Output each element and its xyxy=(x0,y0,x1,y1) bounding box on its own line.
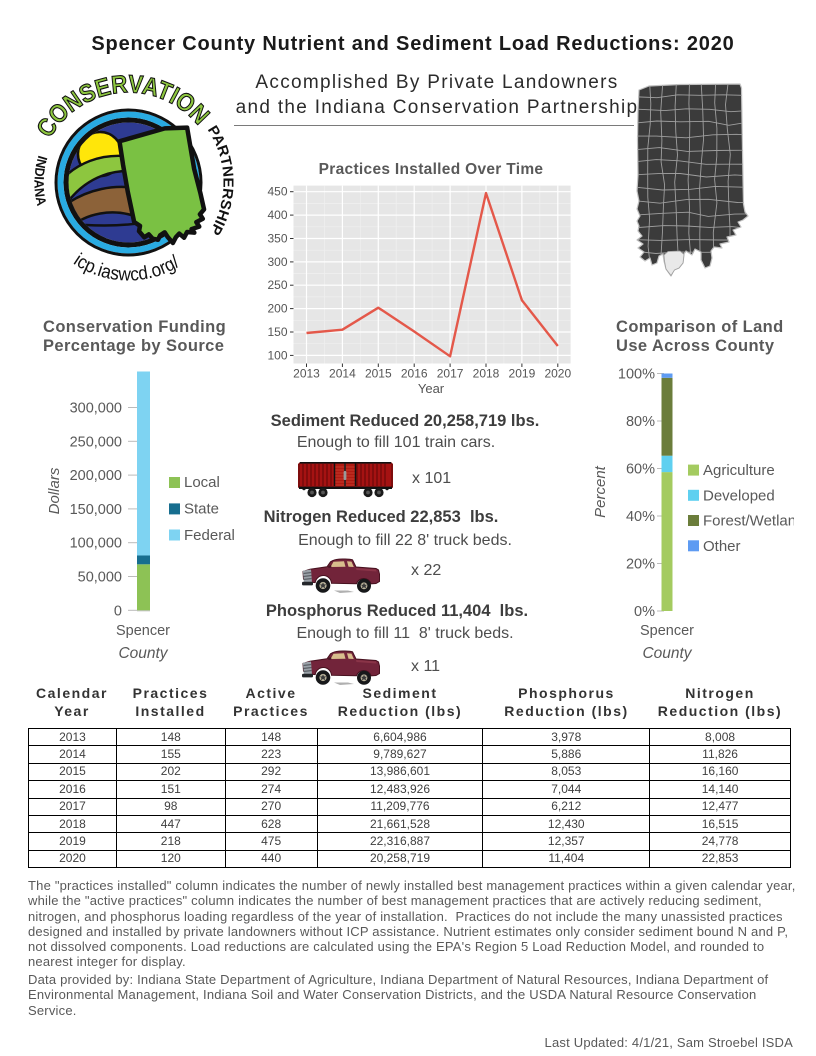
svg-text:Dollars: Dollars xyxy=(46,467,63,514)
svg-text:Local: Local xyxy=(184,474,220,491)
svg-text:Percent: Percent xyxy=(592,465,609,518)
svg-text:Spencer: Spencer xyxy=(640,623,694,639)
svg-text:40%: 40% xyxy=(626,509,655,525)
svg-text:Developed: Developed xyxy=(703,487,775,504)
svg-text:50,000: 50,000 xyxy=(78,570,122,586)
svg-text:Forest/Wetland: Forest/Wetland xyxy=(703,513,794,530)
svg-text:State: State xyxy=(184,501,219,518)
svg-text:Use Across County: Use Across County xyxy=(616,337,775,355)
svg-text:20%: 20% xyxy=(626,557,655,573)
svg-text:Practices Installed Over Time: Practices Installed Over Time xyxy=(319,161,544,178)
svg-text:350: 350 xyxy=(267,232,287,246)
svg-text:Year: Year xyxy=(418,381,445,396)
svg-text:100%: 100% xyxy=(618,367,655,383)
svg-text:Spencer: Spencer xyxy=(116,623,170,639)
svg-text:300: 300 xyxy=(267,255,287,269)
svg-text:County: County xyxy=(642,645,692,662)
svg-text:200,000: 200,000 xyxy=(70,468,122,484)
svg-text:100,000: 100,000 xyxy=(70,536,122,552)
svg-text:150,000: 150,000 xyxy=(70,502,122,518)
svg-text:0%: 0% xyxy=(634,604,655,620)
svg-text:2019: 2019 xyxy=(509,367,536,381)
svg-text:Conservation Funding: Conservation Funding xyxy=(43,318,226,336)
svg-text:INDIANA: INDIANA xyxy=(31,154,50,207)
svg-text:80%: 80% xyxy=(626,414,655,430)
svg-text:Federal: Federal xyxy=(184,527,235,544)
svg-text:PARTNERSHIP: PARTNERSHIP xyxy=(204,123,236,238)
svg-text:2015: 2015 xyxy=(365,367,392,381)
svg-text:2017: 2017 xyxy=(437,367,464,381)
svg-text:Comparison of Land: Comparison of Land xyxy=(616,318,784,336)
svg-text:250: 250 xyxy=(267,278,287,292)
svg-text:60%: 60% xyxy=(626,462,655,478)
svg-text:2020: 2020 xyxy=(544,367,571,381)
svg-text:200: 200 xyxy=(267,302,287,316)
svg-text:0: 0 xyxy=(114,603,122,619)
svg-text:Percentage by Source: Percentage by Source xyxy=(43,337,224,355)
svg-text:450: 450 xyxy=(267,185,287,199)
svg-text:2018: 2018 xyxy=(473,367,500,381)
svg-text:400: 400 xyxy=(267,208,287,222)
svg-text:250,000: 250,000 xyxy=(70,434,122,450)
svg-text:300,000: 300,000 xyxy=(70,401,122,417)
svg-text:2013: 2013 xyxy=(293,367,320,381)
svg-text:2016: 2016 xyxy=(401,367,428,381)
svg-text:2014: 2014 xyxy=(329,367,356,381)
svg-text:Other: Other xyxy=(703,538,741,555)
svg-text:Agriculture: Agriculture xyxy=(703,462,775,479)
svg-text:County: County xyxy=(118,645,168,662)
svg-text:100: 100 xyxy=(267,348,287,362)
svg-text:150: 150 xyxy=(267,325,287,339)
